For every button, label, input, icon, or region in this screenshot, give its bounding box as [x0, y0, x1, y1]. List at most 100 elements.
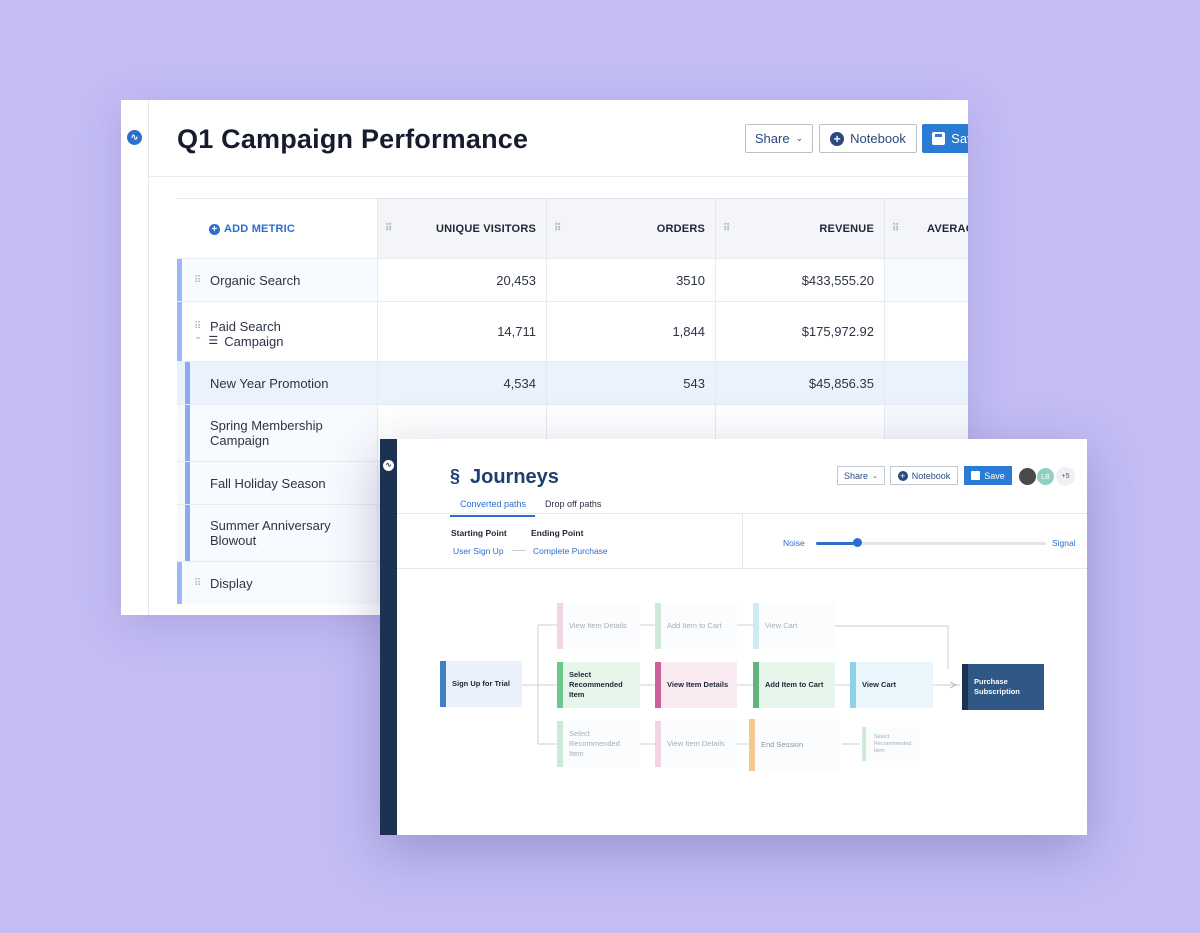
noise-signal-slider[interactable] [816, 542, 1046, 545]
journey-node[interactable]: View Cart [753, 603, 835, 649]
plus-circle-icon: + [830, 131, 845, 146]
journey-node[interactable]: Add Item to Cart [655, 603, 737, 649]
divider [512, 550, 526, 551]
drag-handle-icon[interactable]: ⠿ [385, 223, 393, 234]
drag-handle-icon[interactable]: ⠿ [194, 274, 202, 286]
save-icon [932, 132, 946, 145]
breakdown-icon: ☰ [208, 335, 219, 347]
column-header[interactable]: ⠿ REVENUE [716, 199, 885, 259]
journey-node[interactable]: Select Recommended Item [557, 662, 640, 708]
row-color-bar [185, 462, 190, 504]
row-label: Summer Anniversary Blowout [177, 505, 378, 561]
journey-node[interactable]: View Cart [850, 662, 933, 708]
column-header[interactable]: ⠿ ORDERS [547, 199, 716, 259]
node-bar [557, 721, 563, 767]
page-title: Q1 Campaign Performance [177, 124, 529, 154]
path-tabs: Converted paths Drop off paths [450, 499, 610, 517]
notebook-button[interactable]: + Notebook [819, 124, 917, 153]
journey-node-end-session[interactable]: End Session [749, 719, 839, 771]
row-label: Fall Holiday Season [177, 462, 378, 504]
table-row[interactable]: ⠿ Organic Search 20,453 3510 $433,555.20 [177, 258, 968, 301]
add-metric-button[interactable]: + ADD METRIC [177, 199, 378, 259]
cell-orders: 1,844 [547, 302, 716, 361]
slider-left-label: Noise [783, 538, 805, 548]
slider-right-label: Signal [1052, 538, 1076, 548]
row-color-bar [185, 405, 190, 461]
column-header[interactable]: ⠿ UNIQUE VISITORS [378, 199, 547, 259]
node-bar [557, 603, 563, 649]
journey-node-end[interactable]: Purchase Subscription [962, 664, 1044, 710]
left-rail: ∿ [380, 439, 397, 835]
table-row[interactable]: New Year Promotion 4,534 543 $45,856.35 [177, 361, 968, 404]
page-title: Journeys [470, 466, 559, 488]
node-bar [753, 603, 759, 649]
tab-converted-paths[interactable]: Converted paths [450, 499, 536, 517]
row-color-bar [177, 302, 182, 361]
column-header[interactable]: ⠿AVERAG [885, 199, 968, 259]
table-header: + ADD METRIC ⠿ UNIQUE VISITORS ⠿ ORDERS ⠿ R… [177, 198, 968, 259]
journeys-window: ∿ § Journeys Share ⌄ + Notebook Save LB … [380, 439, 1087, 835]
starting-point-value[interactable]: User Sign Up [453, 546, 504, 556]
save-button[interactable]: Save [964, 466, 1012, 485]
journey-node-start[interactable]: Sign Up for Trial [440, 661, 522, 707]
app-logo-icon[interactable]: ∿ [383, 460, 394, 471]
avatar-overflow-count[interactable]: +5 [1056, 467, 1075, 486]
journey-connectors [522, 624, 960, 745]
chevron-up-icon[interactable]: ⌃ [194, 336, 203, 347]
ending-point-value[interactable]: Complete Purchase [533, 546, 608, 556]
journey-node[interactable]: View Item Details [655, 721, 737, 767]
table-row[interactable]: ⠿ Paid Search ⌃ ☰ Campaign 14,711 1,844 … [177, 301, 968, 361]
save-button[interactable]: Save [922, 124, 968, 153]
row-label: Spring Membership Campaign [177, 405, 378, 461]
node-bar [749, 719, 755, 771]
notebook-button[interactable]: + Notebook [890, 466, 958, 485]
node-bar [655, 721, 661, 767]
save-label: Save [984, 470, 1005, 481]
journey-node[interactable]: View Item Details [655, 662, 737, 708]
divider [397, 568, 1087, 569]
add-metric-label: ADD METRIC [224, 223, 296, 235]
row-color-bar [177, 259, 182, 301]
cell-revenue: $45,856.35 [716, 362, 885, 404]
chevron-down-icon: ⌄ [872, 472, 878, 480]
tab-drop-off-paths[interactable]: Drop off paths [545, 499, 602, 509]
row-name: Paid Search [210, 319, 281, 334]
journey-node[interactable]: Add Item to Cart [753, 662, 835, 708]
node-bar [862, 727, 866, 761]
cell-revenue: $175,972.92 [716, 302, 885, 361]
journey-node[interactable]: Select Recommended Item [862, 727, 920, 761]
node-bar [753, 662, 759, 708]
share-label: Share [844, 470, 869, 481]
node-bar [850, 662, 856, 708]
slider-handle[interactable] [853, 538, 862, 547]
chevron-down-icon: ⌄ [795, 133, 804, 143]
journey-node[interactable]: Select Recommended Item [557, 721, 640, 767]
campaign-header: Q1 Campaign Performance Share ⌄ + Notebo… [149, 100, 968, 177]
share-button[interactable]: Share ⌄ [745, 124, 813, 153]
save-icon [971, 471, 981, 480]
cell-orders: 543 [547, 362, 716, 404]
drag-handle-icon[interactable]: ⠿ [194, 577, 202, 589]
drag-handle-icon[interactable]: ⠿ [194, 321, 202, 332]
divider [397, 513, 1087, 514]
avatar[interactable]: LB [1036, 467, 1055, 486]
row-color-bar [177, 562, 182, 604]
drag-handle-icon[interactable]: ⠿ [723, 223, 731, 234]
share-button[interactable]: Share ⌄ [837, 466, 885, 485]
node-bar [655, 662, 661, 708]
notebook-label: Notebook [850, 131, 906, 146]
share-label: Share [754, 131, 790, 146]
row-label: ⠿ Display [177, 562, 378, 604]
node-bar [440, 661, 446, 707]
notebook-label: Notebook [911, 470, 951, 481]
app-logo-icon[interactable]: ∿ [127, 130, 142, 145]
row-label: ⠿ Paid Search ⌃ ☰ Campaign [177, 302, 378, 361]
node-bar [962, 664, 968, 710]
row-color-bar [185, 362, 190, 404]
ending-point-label: Ending Point [531, 528, 584, 538]
row-label: ⠿ Organic Search [177, 259, 378, 301]
drag-handle-icon[interactable]: ⠿ [554, 223, 562, 234]
journey-node[interactable]: View Item Details [557, 603, 640, 649]
drag-handle-icon[interactable]: ⠿ [892, 223, 900, 234]
row-sub-label: Campaign [224, 334, 284, 349]
